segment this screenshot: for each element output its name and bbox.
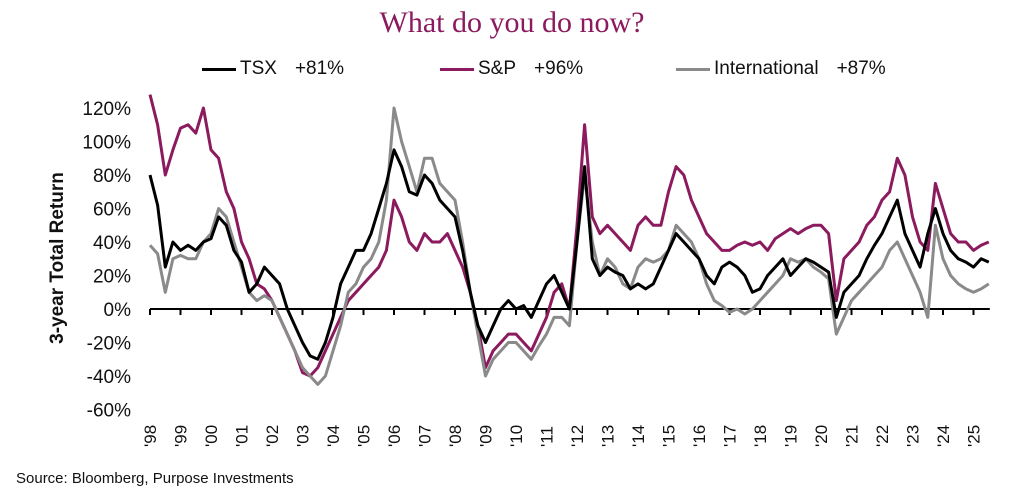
y-tick-label: 100% xyxy=(82,133,131,154)
y-tick-label: 40% xyxy=(93,233,131,254)
x-tick-label: '17 xyxy=(721,425,740,447)
x-tick-label: '23 xyxy=(904,425,923,447)
legend-label-international: International xyxy=(714,58,819,79)
legend-item-sp: S&P +96% xyxy=(440,58,583,80)
y-tick-label: 0% xyxy=(104,300,132,321)
chart-title: What do you do now? xyxy=(379,6,645,39)
series-line-international xyxy=(148,106,990,386)
legend-item-tsx: TSX +81% xyxy=(202,58,344,80)
y-tick-label: 80% xyxy=(93,166,131,187)
legend-item-international: International +87% xyxy=(676,58,886,80)
y-axis: -60% -40% -20% 0% 20% 40% 60% 80% 100% 120% xyxy=(82,99,131,422)
legend-swatch-tsx xyxy=(202,67,236,71)
x-tick-label: '05 xyxy=(355,425,374,447)
y-tick-label: -40% xyxy=(87,367,131,388)
x-tick-label: '03 xyxy=(294,425,313,447)
y-tick-label: 120% xyxy=(82,99,131,120)
x-tick-label: '02 xyxy=(263,425,282,447)
x-tick-label: '18 xyxy=(751,425,770,447)
x-tick-label: '22 xyxy=(873,425,892,447)
x-tick-label: '12 xyxy=(568,425,587,447)
x-tick-label: '09 xyxy=(477,425,496,447)
x-tick-label: '99 xyxy=(172,425,191,447)
legend-label-sp: S&P xyxy=(478,58,517,79)
x-tick-label: '07 xyxy=(416,425,435,447)
x-tick-label: '08 xyxy=(446,425,465,447)
x-tick-label: '04 xyxy=(324,425,343,447)
y-tick-label: -60% xyxy=(87,401,131,422)
x-tick-label: '10 xyxy=(507,425,526,447)
x-tick-label: '01 xyxy=(233,425,252,447)
legend-value-sp: +96% xyxy=(534,58,584,79)
legend-swatch-international xyxy=(676,67,710,71)
x-tick-label: '25 xyxy=(965,425,984,447)
legend-label-tsx: TSX xyxy=(240,58,277,79)
series-line-sp xyxy=(148,94,990,378)
series-line-tsx xyxy=(148,148,990,361)
x-tick-label: '11 xyxy=(538,426,557,447)
x-tick-label: '20 xyxy=(812,425,831,447)
x-tick-label: '24 xyxy=(934,425,953,447)
x-tick-label: '15 xyxy=(660,425,679,447)
x-tick-label: '14 xyxy=(629,425,648,447)
legend-value-tsx: +81% xyxy=(294,58,345,79)
legend-swatch-sp xyxy=(440,67,474,71)
y-tick-label: 60% xyxy=(93,200,131,221)
x-tick-label: '19 xyxy=(782,425,801,447)
x-tick-label: '13 xyxy=(599,425,618,447)
series-group xyxy=(148,94,990,386)
x-tick-label: '06 xyxy=(385,425,404,447)
x-axis: '98 '99 '00 '01 '02 '03 '04 '05 '06 '07 '08 '09 '10 '… xyxy=(141,308,990,447)
x-tick-label: '21 xyxy=(843,425,862,447)
source-note: Source: Bloomberg, Purpose Investments xyxy=(16,470,294,487)
x-tick-label: '98 xyxy=(141,425,160,447)
legend-value-international: +87% xyxy=(836,58,886,79)
chart-legend: TSX +81% S&P +96% International +87% xyxy=(0,58,1024,84)
y-tick-label: -20% xyxy=(87,334,131,355)
y-tick-label: 20% xyxy=(93,267,131,288)
x-tick-label: '16 xyxy=(690,425,709,447)
x-tick-label: '00 xyxy=(202,425,221,447)
